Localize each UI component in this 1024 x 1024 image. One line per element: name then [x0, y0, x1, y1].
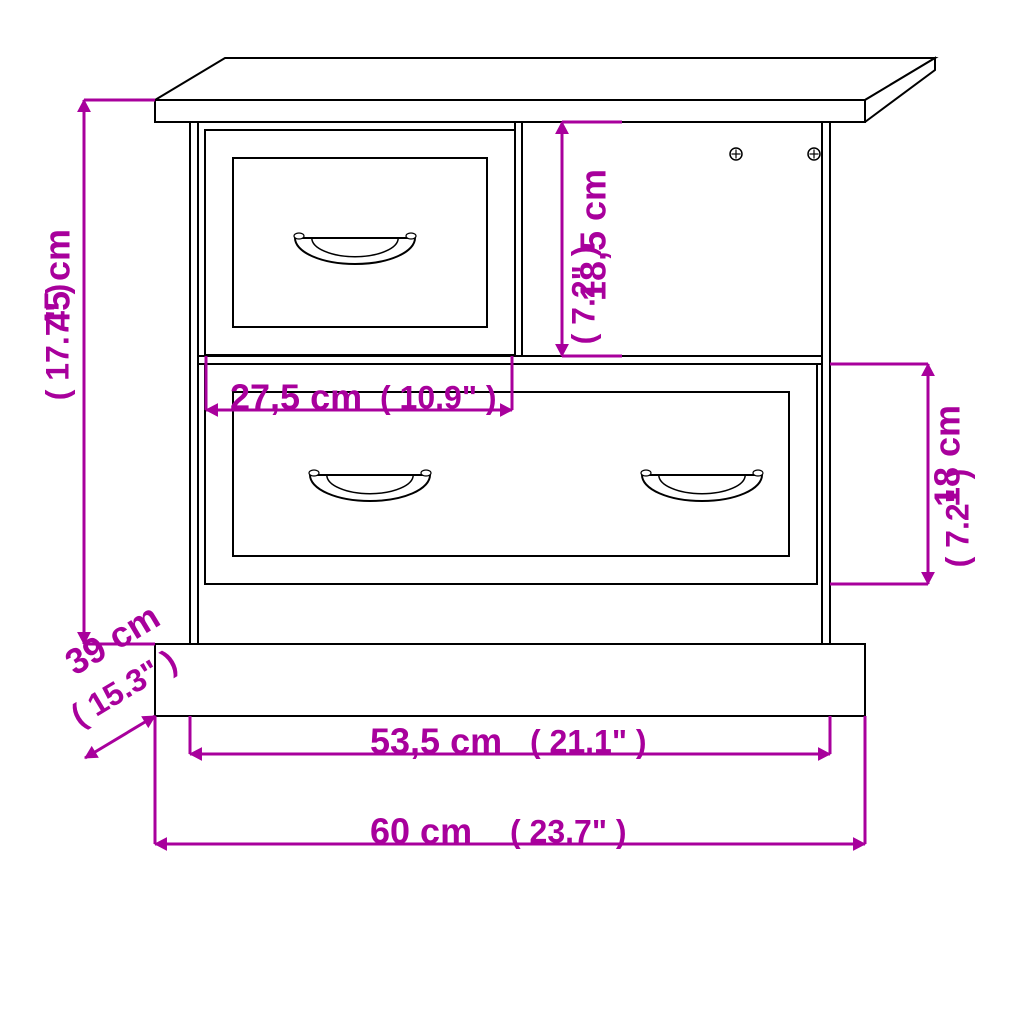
svg-text:60 cm: 60 cm: [370, 811, 472, 852]
svg-text:( 23.7" ): ( 23.7" ): [510, 813, 627, 849]
svg-text:27,5 cm: 27,5 cm: [230, 377, 362, 418]
svg-text:( 21.1" ): ( 21.1" ): [530, 723, 647, 759]
svg-text:( 7.2" ): ( 7.2" ): [939, 469, 975, 568]
svg-text:( 7.2" ): ( 7.2" ): [565, 246, 601, 345]
svg-text:( 17.7" ): ( 17.7" ): [39, 284, 75, 401]
svg-text:( 10.9" ): ( 10.9" ): [380, 379, 497, 415]
svg-text:53,5 cm: 53,5 cm: [370, 721, 502, 762]
